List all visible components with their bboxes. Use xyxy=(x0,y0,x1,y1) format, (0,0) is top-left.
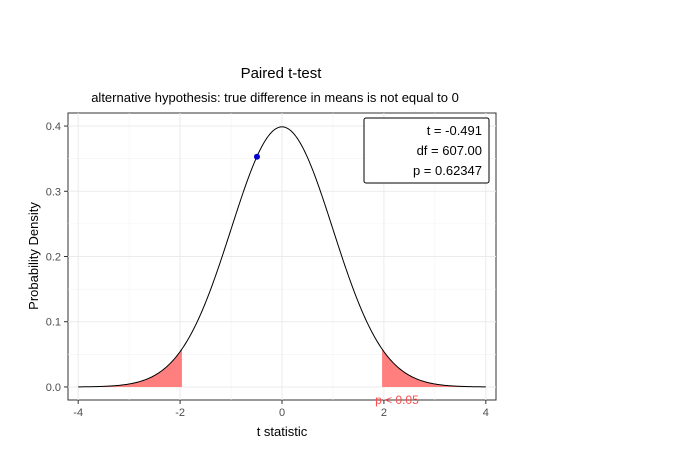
y-axis-title: Probability Density xyxy=(26,202,41,310)
x-tick-label: -4 xyxy=(73,407,83,419)
rejection-region-left xyxy=(78,349,182,387)
y-tick-label: 0.4 xyxy=(46,121,61,133)
stats-t-value: t = -0.491 xyxy=(427,123,482,138)
stats-box-frame xyxy=(363,117,490,184)
stats-p-value: p = 0.62347 xyxy=(413,163,482,178)
rejection-regions xyxy=(78,349,486,387)
x-tick-label: -2 xyxy=(175,407,185,419)
density-curve xyxy=(78,126,486,388)
rejection-region-right xyxy=(382,349,486,387)
stats-df-value: df = 607.00 xyxy=(417,143,482,158)
y-axis-ticks: 0.0 0.1 0.2 0.3 0.4 xyxy=(46,121,68,394)
chart-subtitle: alternative hypothesis: true difference … xyxy=(91,90,459,105)
y-tick-label: 0.2 xyxy=(46,252,61,264)
y-tick-label: 0.1 xyxy=(46,317,61,329)
stats-box: t = -0.491 df = 607.00 p = 0.62347 xyxy=(363,117,490,184)
x-axis-ticks: -4 -2 0 2 4 xyxy=(73,400,489,419)
x-axis-title: t statistic xyxy=(257,424,308,439)
observed-t-point xyxy=(253,153,260,160)
x-tick-label: 2 xyxy=(381,407,387,419)
x-tick-label: 4 xyxy=(483,407,489,419)
chart-title: Paired t-test xyxy=(241,65,323,82)
significance-label: p < 0.05 xyxy=(375,393,419,407)
y-tick-label: 0.0 xyxy=(46,382,61,394)
x-tick-label: 0 xyxy=(279,407,285,419)
y-tick-label: 0.3 xyxy=(46,186,61,198)
